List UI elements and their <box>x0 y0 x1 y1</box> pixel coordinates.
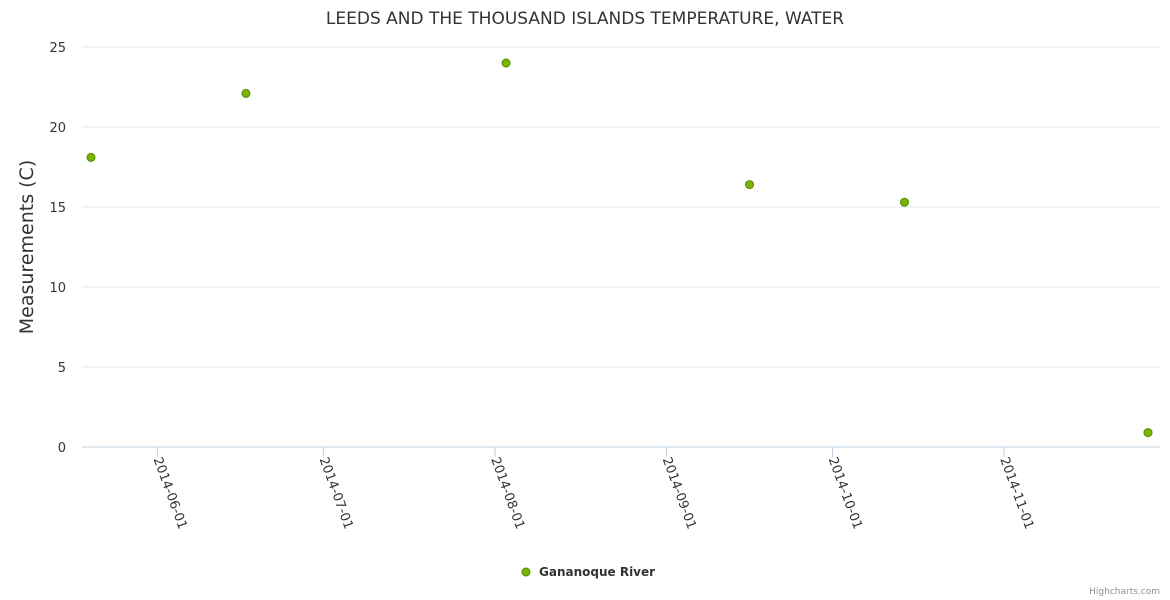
y-tick-label: 5 <box>58 361 66 376</box>
legend-item-gananoque-river[interactable]: Gananoque River <box>539 565 655 579</box>
chart-title: LEEDS AND THE THOUSAND ISLANDS TEMPERATU… <box>326 9 844 29</box>
legend[interactable]: Gananoque River <box>521 565 655 579</box>
y-tick-label: 10 <box>49 281 66 296</box>
y-tick-label: 25 <box>49 41 66 56</box>
grid-lines <box>82 46 1160 448</box>
credits-link[interactable]: Highcharts.com <box>1089 587 1160 597</box>
x-tick-label: 2014-11-01 <box>996 455 1036 531</box>
x-tick-label: 2014-07-01 <box>316 455 356 531</box>
data-point[interactable] <box>1143 428 1153 438</box>
y-tick-label: 20 <box>49 121 66 136</box>
y-axis-label: Measurements (C) <box>16 160 38 334</box>
series-gananoque-river[interactable] <box>86 58 1153 438</box>
data-point[interactable] <box>501 58 511 68</box>
y-axis: 0 5 10 15 20 25 <box>49 41 66 456</box>
data-point[interactable] <box>900 197 910 207</box>
x-tick-label: 2014-06-01 <box>150 455 190 531</box>
x-axis: 2014-06-01 2014-07-01 2014-08-01 2014-09-01… <box>150 447 1036 531</box>
data-point[interactable] <box>745 180 755 190</box>
legend-marker[interactable] <box>521 567 531 577</box>
data-point[interactable] <box>86 152 96 162</box>
x-tick-label: 2014-08-01 <box>487 455 527 531</box>
y-tick-label: 15 <box>49 201 66 216</box>
x-tick-label: 2014-09-01 <box>659 455 699 531</box>
y-tick-label: 0 <box>58 441 66 456</box>
x-tick-label: 2014-10-01 <box>825 455 865 531</box>
data-point[interactable] <box>241 88 251 98</box>
